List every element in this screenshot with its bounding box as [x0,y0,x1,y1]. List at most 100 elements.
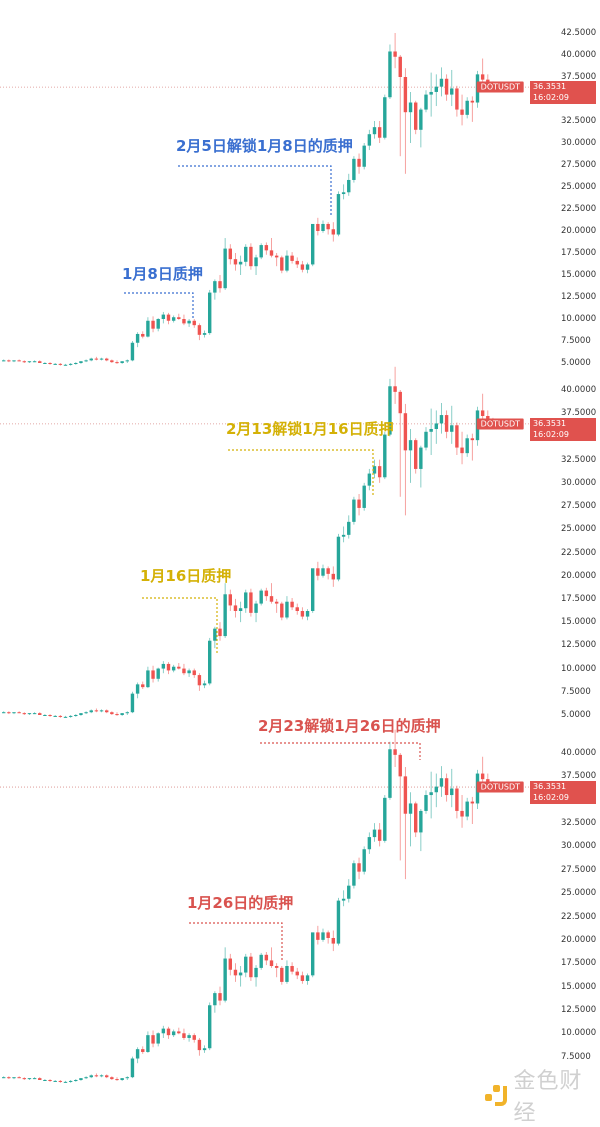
candle [274,253,279,267]
candle [311,568,315,613]
candle [372,121,377,139]
candle [218,986,222,1006]
last-price-value: 36.3531 [533,82,567,92]
candle [280,601,284,621]
candle [290,252,294,264]
candle [480,58,485,84]
y-axis-tick: 15.0000 [561,617,597,628]
candle [264,587,269,601]
candle [130,341,135,362]
candle [465,797,469,821]
candle [141,1046,145,1054]
candle [166,662,171,675]
candle [429,72,433,117]
y-axis-tick: 27.5000 [561,864,597,875]
candle [68,715,73,718]
y-axis-tick: 7.5000 [561,1051,591,1062]
candle [208,637,212,686]
candle [105,709,109,714]
candle [300,607,305,620]
chart-panel-1[interactable]: 42.5000 40.0000 37.5000 32.5000 30.0000 27.50… [0,0,600,1093]
candle [444,773,449,802]
candle [290,962,294,975]
candle [470,96,475,122]
candle [419,445,423,488]
candle [444,74,449,101]
candle [331,222,335,242]
annotation-label: 1月8日质押 [122,265,203,283]
candle [377,459,382,483]
candle [48,1079,52,1082]
candle [295,603,299,615]
candle [94,708,99,713]
candle [259,243,263,260]
candle [419,809,423,852]
candle [465,97,469,119]
candle [336,191,341,237]
candle [156,667,160,682]
candle [254,254,258,275]
candle [213,626,217,649]
candle [326,222,330,235]
candle [135,1047,140,1064]
candle [202,680,207,689]
candle [259,588,263,606]
candle [357,494,361,516]
candle [326,930,330,944]
candle [470,433,475,461]
candle [357,153,361,174]
candle [285,960,289,984]
chart-panel-2[interactable]: 40.0000 37.5000 32.5000 30.0000 27.5000 25.00… [0,0,600,1093]
candle [166,312,171,325]
chart-panel-3[interactable]: 40.0000 37.5000 32.5000 30.0000 27.5000 25.00… [0,0,600,1093]
y-axis-tick: 37.5000 [561,72,597,82]
candle [89,709,93,714]
last-price-value: 36.3531 [533,782,567,792]
candle [393,33,397,69]
candle [249,952,253,981]
candlestick-plot[interactable] [0,0,600,1093]
candle [2,1076,6,1079]
candle [151,1030,155,1048]
annotation-label: 1月16日质押 [140,567,232,585]
candle [408,792,413,847]
y-axis-tick: 32.5000 [561,116,597,126]
candle [192,319,196,328]
candle [305,609,310,621]
candle [171,664,176,673]
candle [38,360,42,363]
candle [228,244,232,265]
candle [414,438,418,474]
candle [151,316,155,333]
candle [43,362,47,364]
candle [341,184,346,200]
candle [414,801,418,838]
candle [99,1074,104,1078]
candlestick-plot[interactable] [0,0,600,1093]
candle [444,410,449,439]
y-axis-tick: 37.5000 [561,408,597,419]
candle [290,598,294,611]
candle [321,928,325,942]
candle [68,363,73,366]
candle [372,823,377,842]
candle [285,596,289,620]
candle [32,1077,37,1080]
y-axis-tick: 40.0000 [561,748,597,758]
candlestick-plot[interactable] [0,0,600,1093]
candle [218,275,222,293]
candle [424,90,428,113]
candle [94,356,99,361]
candle [264,952,269,966]
candle [269,583,274,604]
candle [182,1028,186,1040]
candle [94,1073,99,1078]
candle [460,94,464,126]
candle [48,714,52,717]
candle [450,405,454,444]
y-axis-tick: 15.0000 [561,981,597,992]
candle [439,766,444,797]
candle [336,533,341,582]
annotation-leader-line [178,165,332,215]
candle [259,952,263,970]
